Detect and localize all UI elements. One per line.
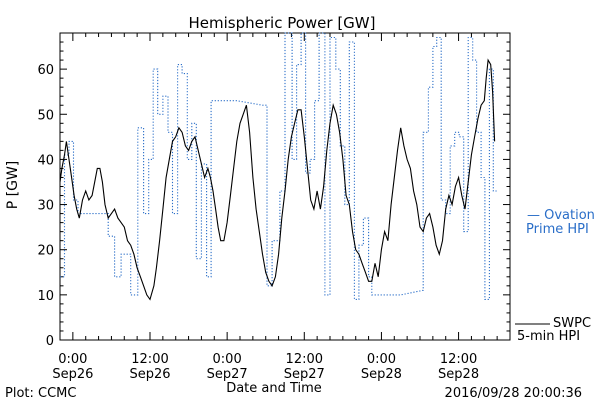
legend-ovation-label-line1: — Ovation <box>527 208 595 223</box>
x-tick-time-label: 0:00 <box>58 352 87 367</box>
legend-ovation-label-line2: Prime HPI <box>526 222 589 237</box>
x-axis-label: Date and Time <box>226 381 322 396</box>
y-tick-label: 10 <box>37 289 54 304</box>
y-tick-label: 0 <box>46 334 54 349</box>
y-axis-ticks: 0 10 20 30 40 50 60 <box>37 32 510 349</box>
x-axis-ticks: 0:00Sep2612:00Sep260:00Sep2712:00Sep270:… <box>52 33 511 382</box>
legend-swpc-label-line2: 5-min HPI <box>517 329 580 344</box>
x-tick-time-label: 0:00 <box>213 352 242 367</box>
x-tick-date-label: Sep28 <box>438 367 479 382</box>
x-tick-time-label: 12:00 <box>440 352 477 367</box>
x-tick-time-label: 0:00 <box>367 352 396 367</box>
series-ovation-prime-hpi-line <box>60 32 498 300</box>
footer-plot-credit: Plot: CCMC <box>5 386 76 400</box>
y-tick-label: 40 <box>37 153 54 168</box>
x-tick-date-label: Sep26 <box>129 367 170 382</box>
chart-title: Hemispheric Power [GW] <box>189 14 376 32</box>
y-tick-label: 50 <box>37 108 54 123</box>
y-tick-label: 60 <box>37 63 54 78</box>
y-axis-label: P [GW] <box>5 161 21 210</box>
x-tick-date-label: Sep28 <box>361 367 402 382</box>
x-tick-time-label: 12:00 <box>286 352 323 367</box>
series-swpc-hpi-line <box>59 58 496 301</box>
x-tick-date-label: Sep26 <box>52 367 93 382</box>
footer-timestamp: 2016/09/28 20:00:36 <box>445 386 582 400</box>
y-tick-label: 30 <box>37 199 54 214</box>
y-tick-label: 20 <box>37 244 54 259</box>
x-tick-date-label: Sep27 <box>284 367 325 382</box>
x-tick-date-label: Sep27 <box>207 367 248 382</box>
legend-swpc-label-line1: SWPC <box>553 316 591 331</box>
x-tick-time-label: 12:00 <box>131 352 168 367</box>
